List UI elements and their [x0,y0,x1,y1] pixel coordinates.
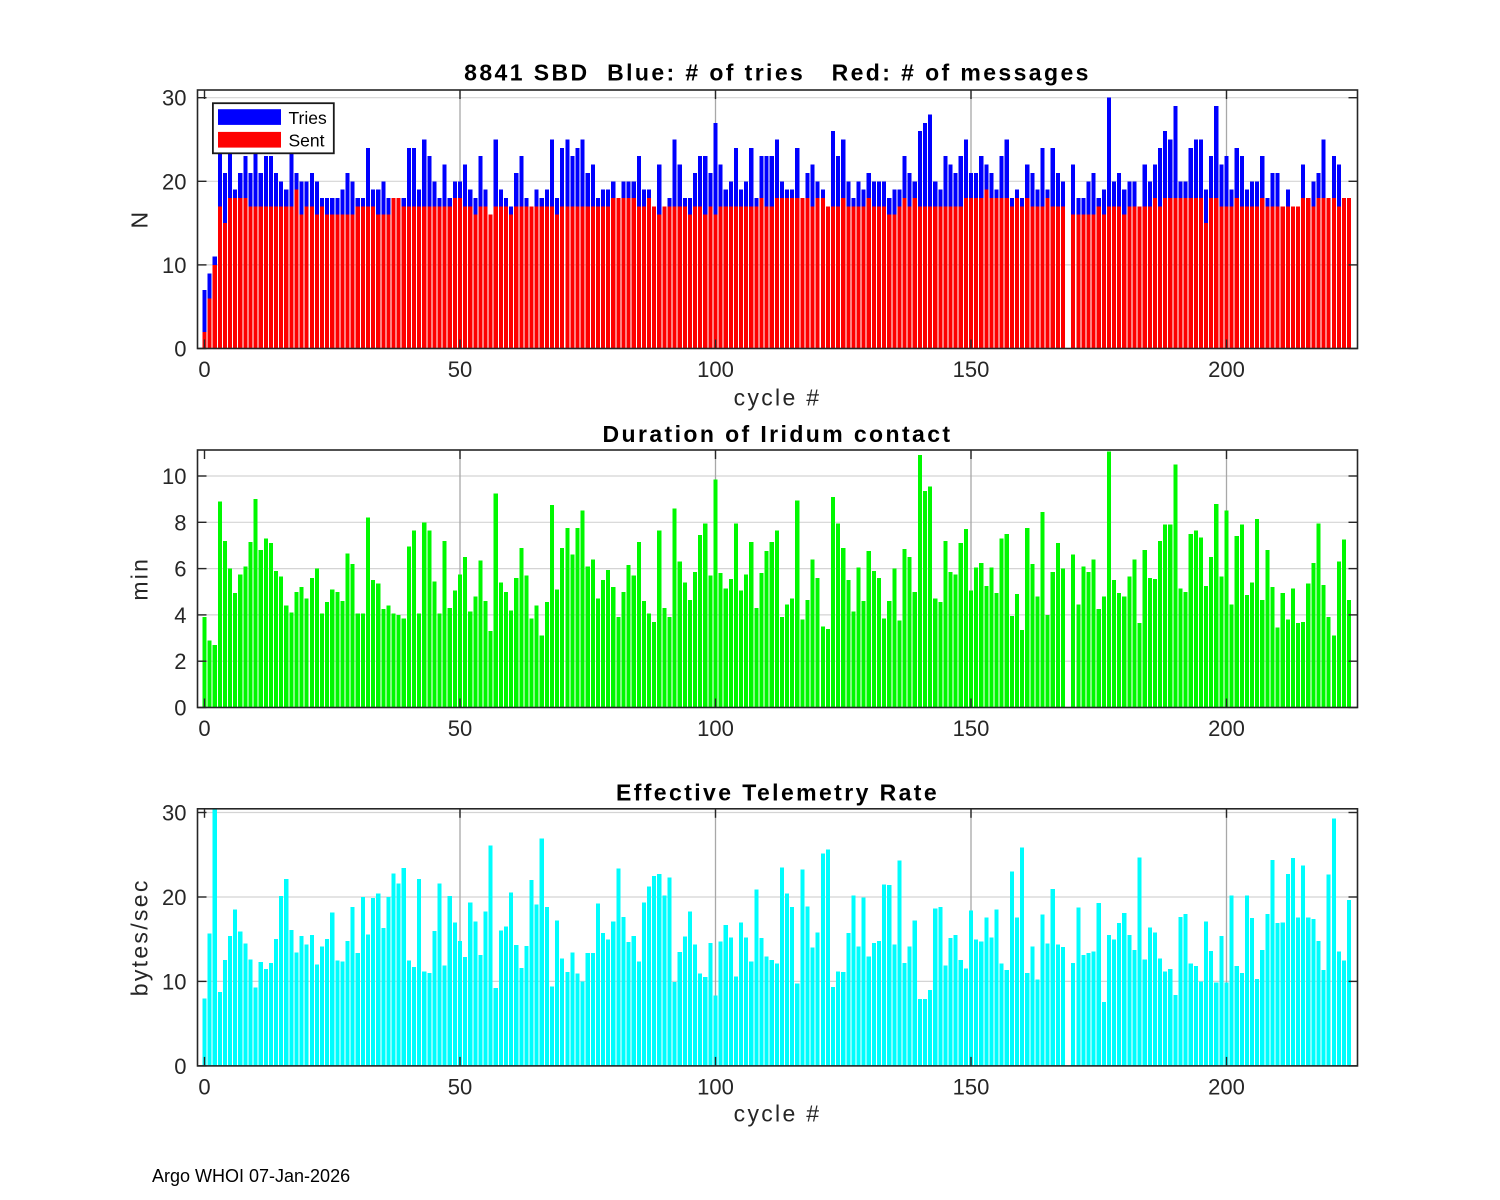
svg-text:10: 10 [162,969,186,994]
svg-text:4: 4 [174,603,186,628]
svg-text:min: min [127,557,153,601]
svg-text:8841 SBD Blue: # of tries R: 8841 SBD Blue: # of tries Red: # of mess… [464,60,1091,86]
svg-text:20: 20 [162,885,186,910]
svg-text:30: 30 [162,801,186,826]
svg-text:200: 200 [1208,1074,1245,1099]
svg-text:150: 150 [953,1074,990,1099]
svg-text:Tries: Tries [289,108,327,128]
svg-text:20: 20 [162,169,186,194]
svg-text:cycle #: cycle # [734,1101,822,1127]
svg-text:8: 8 [174,510,186,535]
svg-text:Sent: Sent [289,131,325,151]
svg-text:100: 100 [697,357,734,382]
svg-text:0: 0 [174,696,186,721]
svg-text:Duration of Iridum contact: Duration of Iridum contact [603,421,953,447]
svg-text:Argo WHOI 07-Jan-2026: Argo WHOI 07-Jan-2026 [152,1166,350,1186]
svg-text:50: 50 [448,716,472,741]
svg-text:200: 200 [1208,357,1245,382]
svg-text:0: 0 [198,357,210,382]
svg-text:100: 100 [697,1074,734,1099]
svg-text:bytes/sec: bytes/sec [127,878,153,996]
svg-text:0: 0 [198,716,210,741]
svg-text:2: 2 [174,649,186,674]
svg-text:50: 50 [448,357,472,382]
svg-text:0: 0 [174,337,186,362]
svg-text:30: 30 [162,86,186,111]
svg-text:100: 100 [697,716,734,741]
svg-text:Effective Telemetry Rate: Effective Telemetry Rate [616,780,939,806]
svg-text:0: 0 [174,1054,186,1079]
svg-text:N: N [127,210,153,229]
svg-text:150: 150 [953,716,990,741]
svg-text:50: 50 [448,1074,472,1099]
svg-text:cycle #: cycle # [734,385,822,411]
svg-text:0: 0 [198,1074,210,1099]
svg-text:10: 10 [162,253,186,278]
svg-text:200: 200 [1208,716,1245,741]
svg-text:150: 150 [953,357,990,382]
svg-text:10: 10 [162,464,186,489]
svg-text:6: 6 [174,557,186,582]
